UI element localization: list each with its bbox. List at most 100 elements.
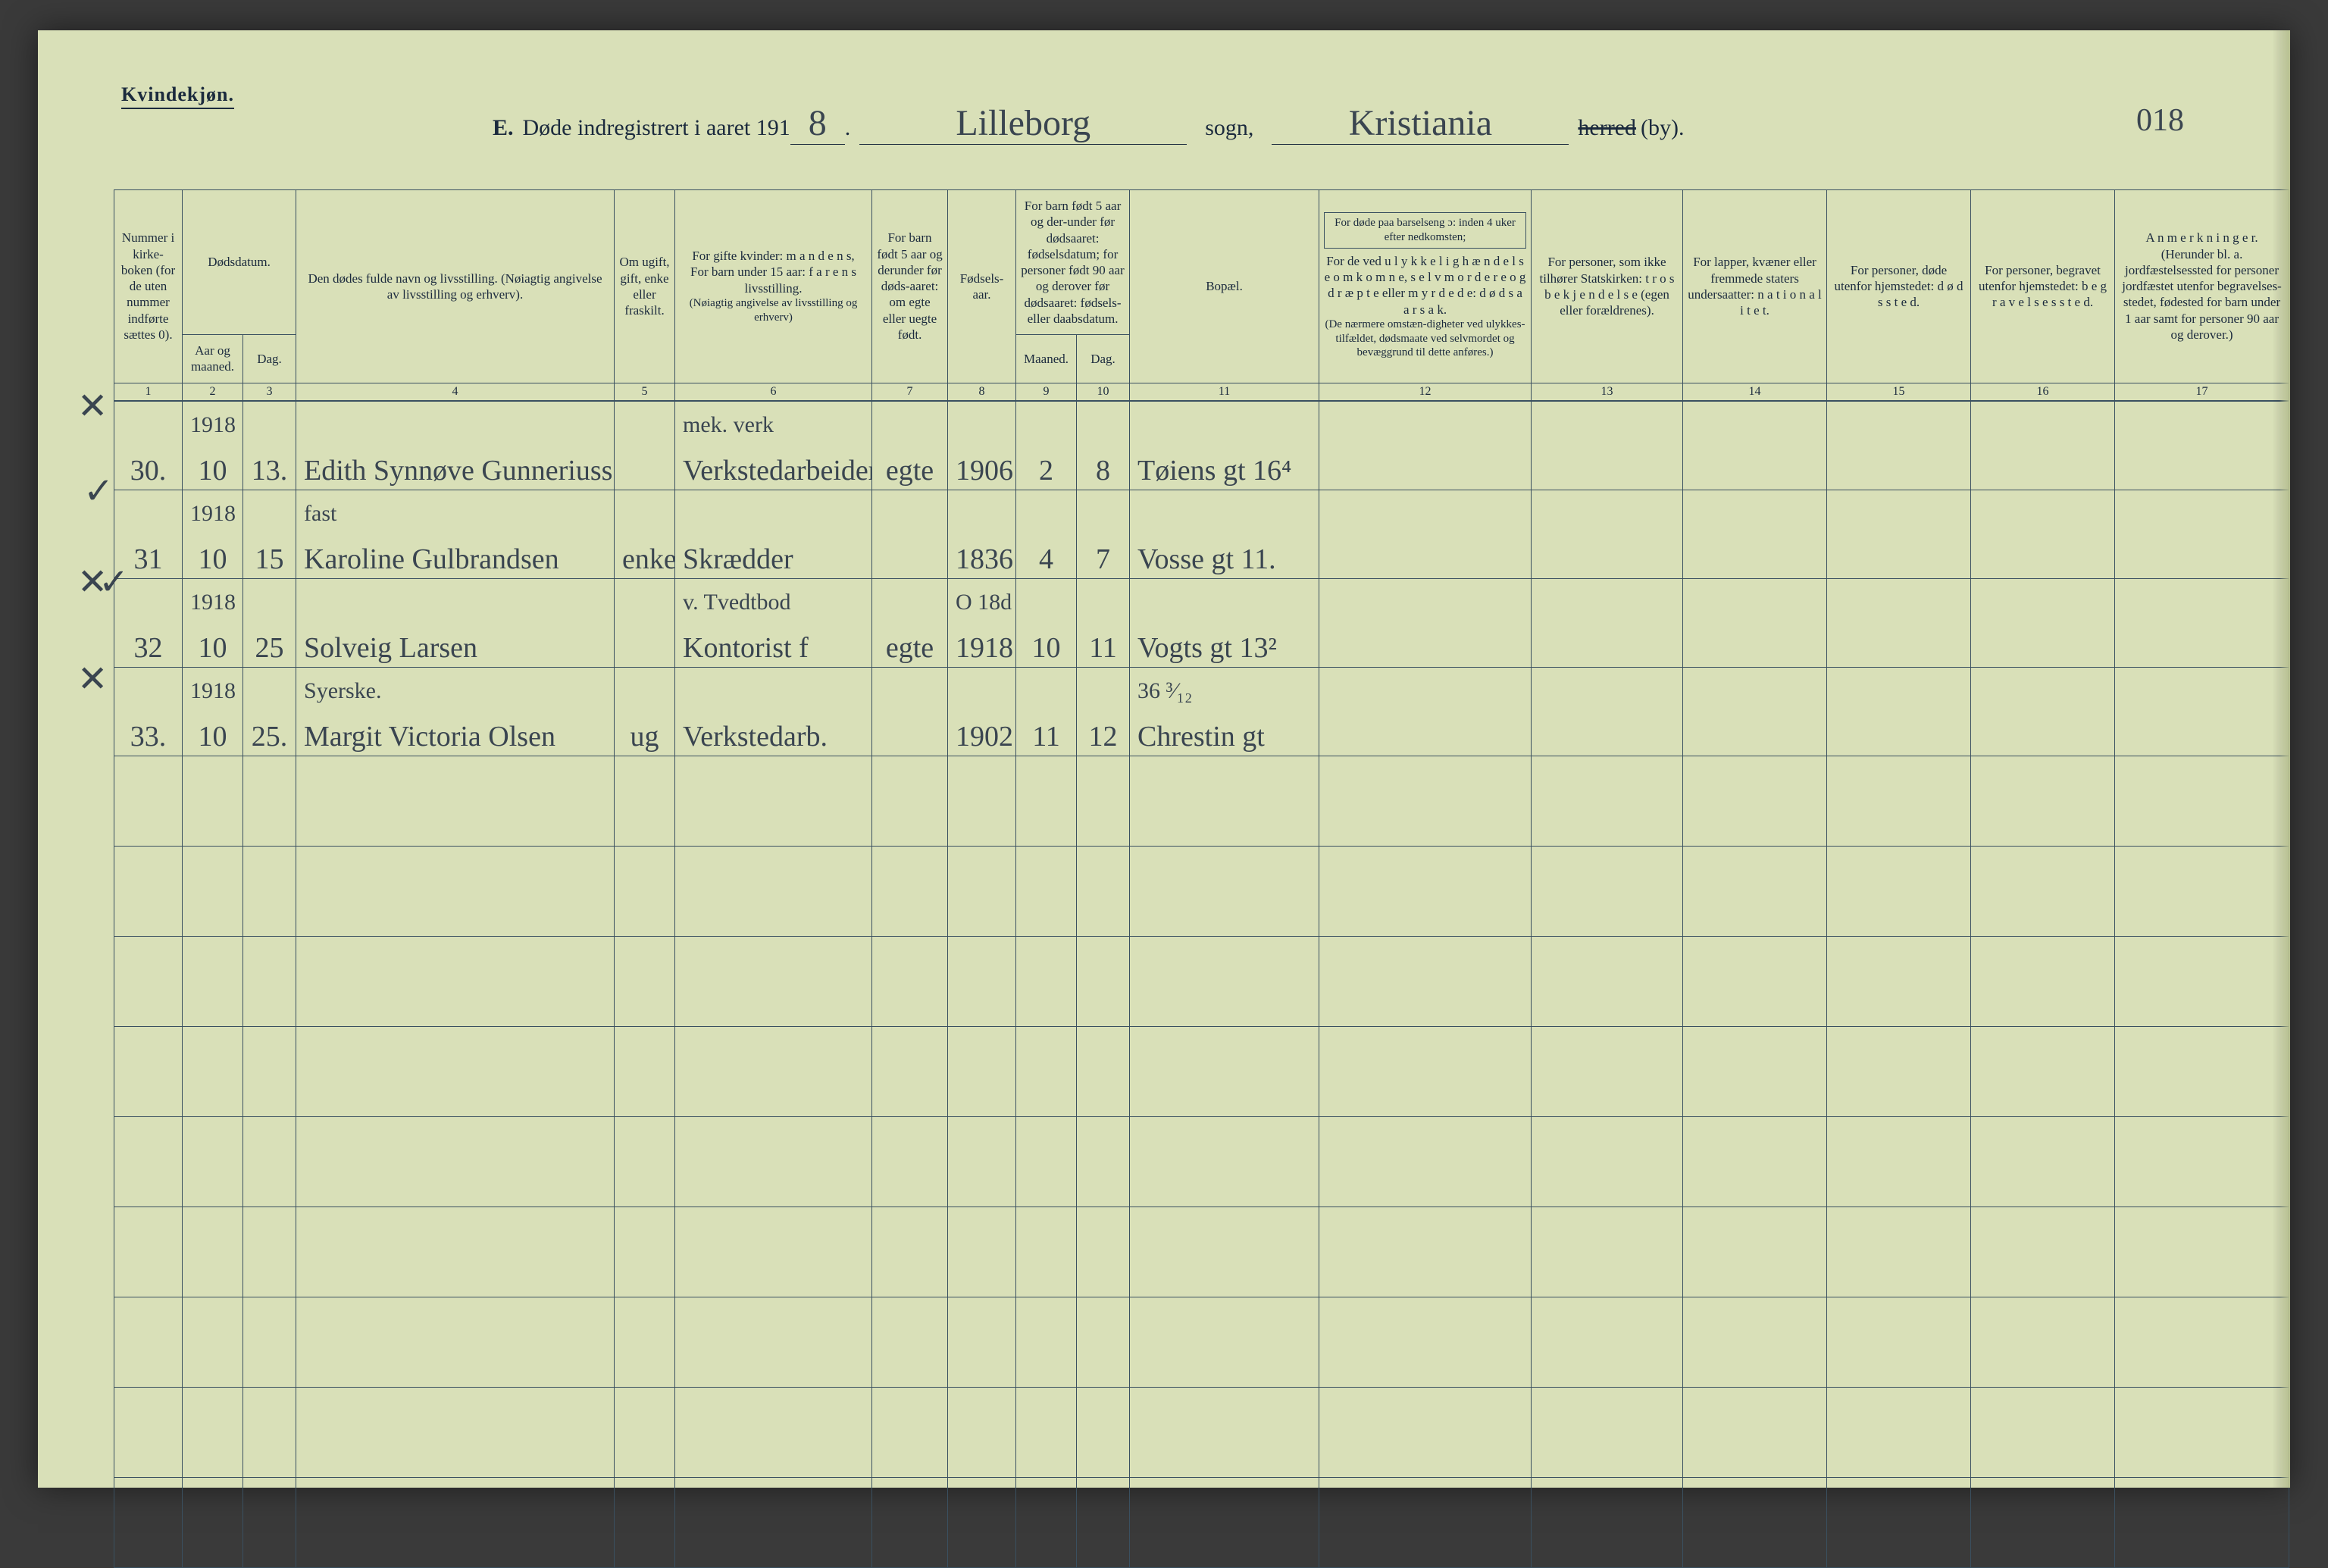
blank-cell (183, 1387, 243, 1477)
blank-cell (1971, 1387, 2115, 1477)
cell: 12 (1077, 703, 1130, 756)
cell (243, 401, 296, 437)
entry-row: 33.1025.Margit Victoria OlsenugVerksteda… (114, 703, 2289, 756)
cell (2115, 703, 2289, 756)
blank-cell (1319, 1026, 1532, 1116)
blank-cell (2115, 936, 2289, 1026)
column-number: 12 (1319, 383, 1532, 401)
blank-cell (1532, 1477, 1683, 1567)
cell: Verkstedarbeider (675, 437, 872, 490)
blank-cell (1077, 1297, 1130, 1387)
blank-cell (1683, 1297, 1827, 1387)
blank-row (114, 1207, 2289, 1297)
cell: 13. (243, 437, 296, 490)
blank-cell (1130, 936, 1319, 1026)
cell (1130, 490, 1319, 525)
cell: 1918 (183, 490, 243, 525)
cell (1319, 703, 1532, 756)
entries-body: 1918mek. verk30.1013.Edith Synnøve Gunne… (114, 401, 2289, 756)
column-number: 7 (872, 383, 948, 401)
cell: Kontorist f (675, 614, 872, 668)
entry-row: 311015Karoline GulbrandsenenkeSkrædder18… (114, 525, 2289, 579)
col6-small: (Nøiagtig angivelse av livsstilling og e… (680, 296, 867, 325)
blank-cell (1683, 1387, 1827, 1477)
blank-cell (2115, 1477, 2289, 1567)
cell (2115, 437, 2289, 490)
entry-superscript-row: 1918mek. verk (114, 401, 2289, 437)
blank-cell (1319, 1207, 1532, 1297)
blank-cell (1827, 756, 1971, 846)
cell: 4 (1016, 525, 1077, 579)
col-header-4: Den dødes fulde navn og livsstilling. (N… (296, 190, 615, 383)
col12-small: (De nærmere omstæn-digheter ved ulykkes-… (1324, 318, 1526, 360)
blank-cell (1016, 1387, 1077, 1477)
blank-cell (1319, 1477, 1532, 1567)
blank-cell (872, 1297, 948, 1387)
blank-cell (1532, 1116, 1683, 1207)
blank-cell (1077, 846, 1130, 936)
blank-cell (1016, 936, 1077, 1026)
blank-cell (1016, 1477, 1077, 1567)
col12-top: For døde paa barselseng ɔ: inden 4 uker … (1324, 212, 1526, 249)
parish-name-handwritten: Lilleborg (859, 102, 1187, 145)
blank-cell (114, 1297, 183, 1387)
cell (1532, 614, 1683, 668)
cell (1016, 490, 1077, 525)
column-number: 15 (1827, 383, 1971, 401)
cell (1319, 578, 1532, 614)
cell (615, 578, 675, 614)
blank-cell (1971, 1477, 2115, 1567)
column-number: 16 (1971, 383, 2115, 401)
blank-cell (183, 756, 243, 846)
blank-cell (1683, 1207, 1827, 1297)
column-number: 10 (1077, 383, 1130, 401)
page-right-edge-shadow (2272, 30, 2290, 1488)
blank-cell (1319, 936, 1532, 1026)
col-header-2: Aar og maaned. (183, 335, 243, 383)
blank-cell (2115, 756, 2289, 846)
blank-cell (243, 1387, 296, 1477)
blank-cell (1971, 936, 2115, 1026)
cell: Margit Victoria Olsen (296, 703, 615, 756)
cell (1827, 437, 1971, 490)
blank-cell (675, 1116, 872, 1207)
blank-row (114, 1116, 2289, 1207)
blank-cell (675, 756, 872, 846)
cell: 7 (1077, 525, 1130, 579)
column-numbers-row: 1234567891011121314151617 (114, 383, 2289, 401)
col-header-2-3-group: Dødsdatum. (183, 190, 296, 335)
cell: 36 ³⁄₁₂ (1130, 667, 1319, 703)
blank-cell (1016, 1207, 1077, 1297)
cell (615, 490, 675, 525)
blank-row (114, 846, 2289, 936)
blank-row (114, 756, 2289, 846)
column-number: 14 (1683, 383, 1827, 401)
cell (872, 578, 948, 614)
cell (1016, 401, 1077, 437)
cell (2115, 490, 2289, 525)
cell: 10 (183, 703, 243, 756)
blank-cell (1827, 1207, 1971, 1297)
cell (1532, 401, 1683, 437)
margin-mark: ✓ (83, 470, 114, 512)
blank-cell (1827, 1026, 1971, 1116)
title-period: . (845, 115, 851, 141)
blank-cell (243, 846, 296, 936)
blank-cell (1532, 1207, 1683, 1297)
cell: Skrædder (675, 525, 872, 579)
cell: 1918 (183, 667, 243, 703)
blank-cell (1319, 846, 1532, 936)
blank-cell (1130, 1116, 1319, 1207)
cell (948, 667, 1016, 703)
cell (1971, 667, 2115, 703)
column-number: 6 (675, 383, 872, 401)
blank-cell (1130, 1026, 1319, 1116)
blank-rows-body (114, 756, 2289, 1567)
cell (872, 525, 948, 579)
entry-superscript-row: 1918fast (114, 490, 2289, 525)
ledger-sheet: Kvindekjøn. E. Døde indregistrert i aare… (38, 30, 2290, 1488)
cell (1683, 490, 1827, 525)
blank-cell (872, 846, 948, 936)
blank-cell (872, 1026, 948, 1116)
cell (2115, 667, 2289, 703)
